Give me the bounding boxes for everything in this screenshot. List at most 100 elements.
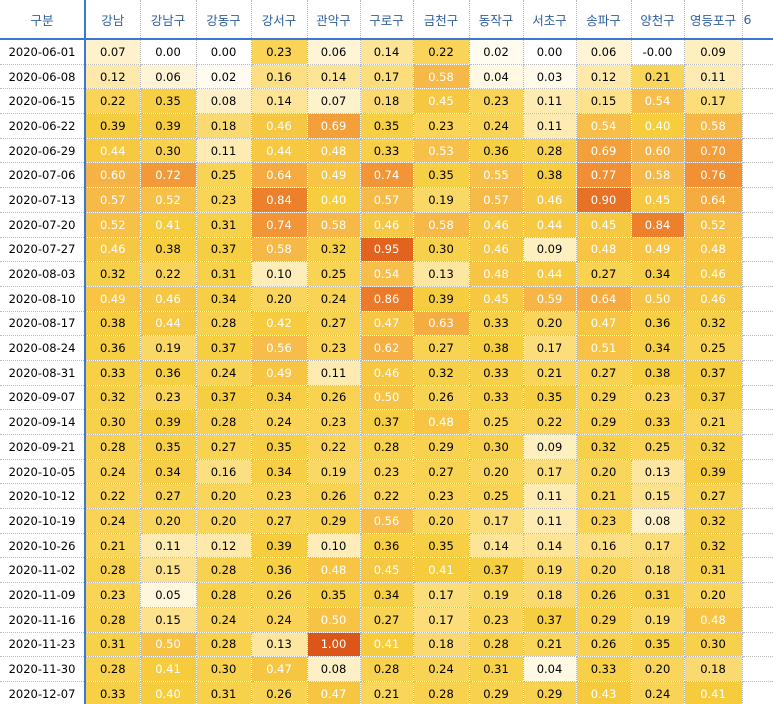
table-row: 2020-06-15 0.22 0.35 0.08 0.14 0.07 0.18 0.45 0.…	[0, 88, 773, 115]
heatmap-cell: 0.34	[631, 261, 685, 287]
heatmap-cell: 0.15	[631, 483, 685, 510]
row-label: 2020-09-14	[0, 409, 86, 435]
heatmap-cell: 0.11	[196, 138, 252, 164]
heatmap-cell: 0.34	[360, 582, 414, 608]
heatmap-cell: 0.38	[469, 335, 524, 361]
heatmap-cell: 0.23	[413, 483, 470, 510]
heatmap-cell: 0.29	[576, 409, 632, 435]
heatmap-cell: 0.20	[523, 311, 577, 337]
heatmap-cell: 0.64	[576, 286, 632, 312]
heatmap-cell: 0.11	[684, 64, 743, 90]
heatmap-cell: 0.24	[251, 409, 308, 435]
heatmap-cell: 0.84	[631, 212, 685, 238]
heatmap-cell: 0.30	[85, 409, 141, 435]
heatmap-cell: 0.39	[684, 459, 743, 485]
table-row: 2020-07-06 0.60 0.72 0.25 0.64 0.49 0.74 0.35 0.…	[0, 162, 773, 189]
heatmap-cell: 0.16	[251, 64, 308, 90]
heatmap-cell: 0.46	[469, 212, 524, 238]
heatmap-cell: 0.13	[413, 261, 470, 287]
heatmap-cell: 0.14	[360, 39, 414, 65]
heatmap-cell	[742, 187, 773, 213]
heatmap-cell: 0.05	[140, 582, 197, 608]
heatmap-cell: 0.04	[469, 64, 524, 90]
heatmap-cell: 0.48	[307, 138, 361, 164]
heatmap-cell: 0.26	[251, 582, 308, 608]
heatmap-cell: 0.45	[631, 187, 685, 213]
row-label: 2020-10-12	[0, 483, 86, 510]
heatmap-cell: 0.08	[196, 88, 252, 115]
heatmap-cell: 0.27	[307, 311, 361, 337]
table-row: 2020-11-23 0.31 0.50 0.28 0.13 1.00 0.41 0.18 0.…	[0, 632, 773, 658]
heatmap-cell: 0.58	[413, 64, 470, 90]
heatmap-cell: 0.23	[360, 459, 414, 485]
row-label: 2020-06-15	[0, 88, 86, 115]
heatmap-cell: 0.28	[85, 607, 141, 633]
heatmap-cell: 0.21	[631, 64, 685, 90]
heatmap-cell: 0.09	[523, 237, 577, 263]
heatmap-cell: 0.47	[307, 681, 361, 704]
heatmap-cell: 0.20	[140, 508, 197, 534]
heatmap-cell: 0.44	[523, 261, 577, 287]
heatmap-cell: 0.58	[413, 212, 470, 238]
heatmap-cell: 0.34	[251, 459, 308, 485]
heatmap-cell: 0.09	[684, 39, 743, 65]
heatmap-cell: 0.21	[684, 409, 743, 435]
heatmap-cell: 0.30	[413, 237, 470, 263]
table-row: 2020-08-03 0.32 0.22 0.31 0.10 0.25 0.54 0.13 0.…	[0, 261, 773, 287]
heatmap-cell	[742, 113, 773, 139]
heatmap-cell: 0.24	[469, 113, 524, 139]
heatmap-cell: 0.39	[251, 533, 308, 559]
heatmap-body: 2020-06-01 0.07 0.00 0.00 0.23 0.06 0.14 0.22 0.…	[0, 39, 773, 704]
heatmap-cell: 0.48	[413, 409, 470, 435]
row-label: 2020-08-10	[0, 286, 86, 312]
heatmap-cell: 0.33	[469, 385, 524, 411]
heatmap-cell	[742, 533, 773, 559]
heatmap-cell: 0.49	[307, 162, 361, 189]
table-row: 2020-11-02 0.28 0.15 0.28 0.36 0.48 0.45 0.41 0.…	[0, 557, 773, 584]
heatmap-cell: 0.28	[360, 656, 414, 682]
heatmap-cell: 0.28	[360, 434, 414, 460]
heatmap-cell: 0.44	[85, 138, 141, 164]
heatmap-cell: 0.22	[523, 409, 577, 435]
heatmap-cell: 0.48	[684, 237, 743, 263]
heatmap-cell: 0.32	[684, 533, 743, 559]
heatmap-cell: 0.54	[576, 113, 632, 139]
heatmap-cell: 0.23	[251, 39, 308, 65]
heatmap-cell: 0.32	[413, 360, 470, 386]
heatmap-cell	[742, 385, 773, 411]
heatmap-cell: 0.22	[360, 483, 414, 510]
heatmap-cell: 0.26	[307, 385, 361, 411]
heatmap-cell: 0.33	[85, 360, 141, 386]
row-label: 2020-11-09	[0, 582, 86, 608]
heatmap-cell: 0.26	[307, 483, 361, 510]
heatmap-cell	[742, 88, 773, 115]
heatmap-cell: 0.32	[85, 261, 141, 287]
heatmap-cell	[742, 335, 773, 361]
heatmap-cell: 0.32	[307, 237, 361, 263]
heatmap-cell: 0.46	[85, 237, 141, 263]
heatmap-cell: 0.55	[469, 162, 524, 189]
column-header-7: 동작구	[469, 0, 524, 40]
heatmap-cell: 0.69	[576, 138, 632, 164]
heatmap-cell: 0.29	[576, 607, 632, 633]
heatmap-cell: 0.31	[469, 656, 524, 682]
heatmap-cell: 0.12	[576, 64, 632, 90]
heatmap-cell: 0.62	[360, 335, 414, 361]
heatmap-cell: 0.28	[196, 409, 252, 435]
heatmap-cell: 0.30	[684, 632, 743, 658]
row-label: 2020-12-07	[0, 681, 86, 704]
heatmap-cell: 0.24	[85, 508, 141, 534]
heatmap-cell: 0.27	[413, 459, 470, 485]
heatmap-cell: 0.29	[469, 681, 524, 704]
row-label: 2020-09-07	[0, 385, 86, 411]
table-row: 2020-09-21 0.28 0.35 0.27 0.35 0.22 0.28 0.29 0.…	[0, 434, 773, 460]
heatmap-cell: 0.47	[576, 311, 632, 337]
row-label: 2020-11-02	[0, 557, 86, 584]
heatmap-cell: 0.25	[469, 409, 524, 435]
row-label: 2020-07-27	[0, 237, 86, 263]
heatmap-cell: 0.14	[251, 88, 308, 115]
heatmap-cell	[742, 286, 773, 312]
table-row: 2020-06-01 0.07 0.00 0.00 0.23 0.06 0.14 0.22 0.…	[0, 39, 773, 65]
heatmap-cell: 0.17	[684, 88, 743, 115]
heatmap-cell: 0.51	[576, 335, 632, 361]
